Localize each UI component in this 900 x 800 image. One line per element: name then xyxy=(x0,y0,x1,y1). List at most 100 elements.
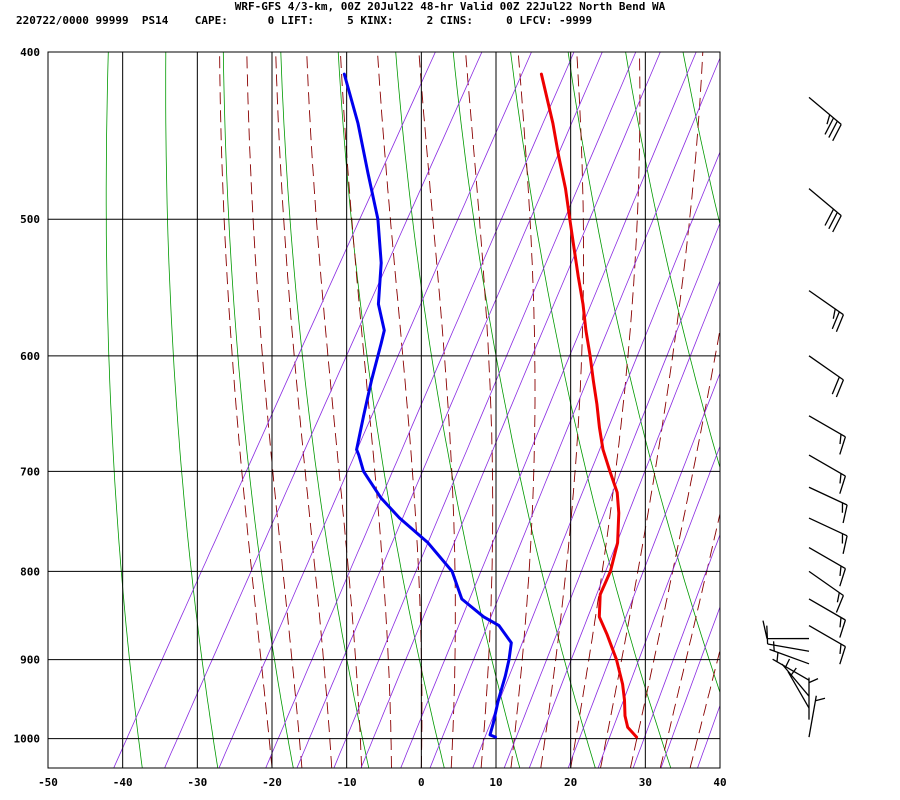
x-tick-label: 40 xyxy=(713,776,726,789)
barb-feather xyxy=(832,124,842,142)
barb-staff xyxy=(772,658,810,681)
mixing-ratio-line xyxy=(660,605,720,768)
dry-adiabats xyxy=(105,52,900,768)
temperature-point xyxy=(609,570,612,573)
dewpoint-point xyxy=(482,615,485,618)
barb-staff xyxy=(808,625,846,648)
dry-adiabat xyxy=(682,52,720,227)
barb-staff xyxy=(808,547,846,570)
moist-adiabat xyxy=(418,52,456,768)
barb-staff xyxy=(808,695,817,738)
dry-adiabat xyxy=(395,52,521,768)
dry-adiabat xyxy=(222,52,294,768)
wind-barb xyxy=(808,695,826,738)
barb-feather xyxy=(842,504,848,524)
barb-feather xyxy=(839,566,842,576)
x-tick-label: 0 xyxy=(418,776,425,789)
temperature-point xyxy=(598,426,601,429)
temperature-point xyxy=(564,187,567,190)
dry-adiabat xyxy=(855,52,900,768)
temperature-point xyxy=(617,511,620,515)
moist-adiabat xyxy=(275,52,333,768)
dewpoint-point xyxy=(507,658,511,661)
dry-adiabat xyxy=(625,52,720,469)
wind-barb xyxy=(808,96,842,142)
temperature-point xyxy=(572,247,576,250)
dry-adiabat xyxy=(510,52,672,768)
dewpoint-point xyxy=(460,597,463,601)
x-tick-label: 30 xyxy=(639,776,652,789)
barb-staff xyxy=(808,570,844,597)
dewpoint-point xyxy=(343,72,346,76)
barb-feather xyxy=(839,644,842,654)
barb-staff xyxy=(808,355,844,381)
wind-barb xyxy=(808,188,842,233)
dewpoint-series xyxy=(342,72,513,739)
temperature-point xyxy=(599,593,602,596)
barb-feather xyxy=(762,620,768,639)
barb-feather xyxy=(835,314,845,333)
x-tick-label: -50 xyxy=(38,776,58,789)
dewpoint-point xyxy=(362,470,365,473)
barb-feather xyxy=(826,114,831,125)
dewpoint-point xyxy=(376,218,380,221)
dewpoint-point xyxy=(450,570,454,573)
barb-staff xyxy=(808,598,846,621)
y-tick-label: 600 xyxy=(20,350,40,363)
wind-barb xyxy=(808,677,819,720)
barb-feather xyxy=(832,215,842,233)
barb-feather xyxy=(839,436,847,455)
sounding-stats: 220722/0000 99999 PS14 CAPE: 0 LIFT: 5 K… xyxy=(16,14,593,27)
wind-barb xyxy=(772,651,810,681)
x-tick-label: 20 xyxy=(564,776,577,789)
barb-feather xyxy=(839,617,842,628)
barb-feather xyxy=(772,641,775,652)
barb-staff xyxy=(808,415,846,438)
dewpoint-point xyxy=(379,496,382,499)
barb-staff xyxy=(767,643,810,652)
temperature-point xyxy=(616,541,619,544)
y-tick-label: 900 xyxy=(20,654,40,667)
wind-barb xyxy=(762,620,810,640)
barb-feather xyxy=(824,117,835,135)
mixing-ratio-line xyxy=(429,56,720,768)
barb-staff xyxy=(781,663,810,697)
chart-title: WRF-GFS 4/3-km, 00Z 20Jul22 48-hr Valid … xyxy=(234,0,666,13)
wind-barb xyxy=(808,598,847,638)
y-tick-label: 700 xyxy=(20,465,40,478)
dewpoint-point xyxy=(510,641,513,644)
temperature-point xyxy=(584,329,588,332)
dewpoint-point xyxy=(357,453,360,457)
dry-adiabat xyxy=(165,52,219,768)
axis-ticks: 400 500 600 700 800 900 1000 -50 -40 -30 -20 -10 0 10… xyxy=(14,46,727,789)
mixing-ratio-line xyxy=(528,280,720,768)
mixing-ratio-line xyxy=(164,52,483,768)
barb-staff xyxy=(808,96,842,125)
wind-barb xyxy=(808,570,845,613)
barb-feather xyxy=(776,651,779,662)
y-tick-label: 800 xyxy=(20,565,40,578)
dewpoint-point xyxy=(377,302,380,306)
wind-barb xyxy=(808,355,845,398)
y-tick-label: 400 xyxy=(20,46,40,59)
barb-staff xyxy=(808,290,844,316)
barb-staff xyxy=(808,188,842,217)
mixing-ratio-line xyxy=(503,222,720,768)
moist-adiabat xyxy=(629,327,720,768)
dewpoint-point xyxy=(362,414,365,417)
wind-barb xyxy=(808,454,847,494)
dewpoint-point xyxy=(383,329,386,332)
wind-barb xyxy=(769,641,810,665)
moist-adiabat xyxy=(465,52,494,768)
moist-adiabat xyxy=(246,52,303,768)
mixing-ratio-line xyxy=(567,372,720,768)
dry-adiabat xyxy=(567,52,720,694)
mixing-ratio-line xyxy=(265,52,575,768)
mixing-ratio-line xyxy=(333,52,637,768)
barb-feather xyxy=(831,311,840,330)
x-tick-label: -20 xyxy=(262,776,282,789)
dewpoint-point xyxy=(504,674,507,678)
barb-feather xyxy=(824,208,835,226)
temperature-point xyxy=(616,491,619,494)
